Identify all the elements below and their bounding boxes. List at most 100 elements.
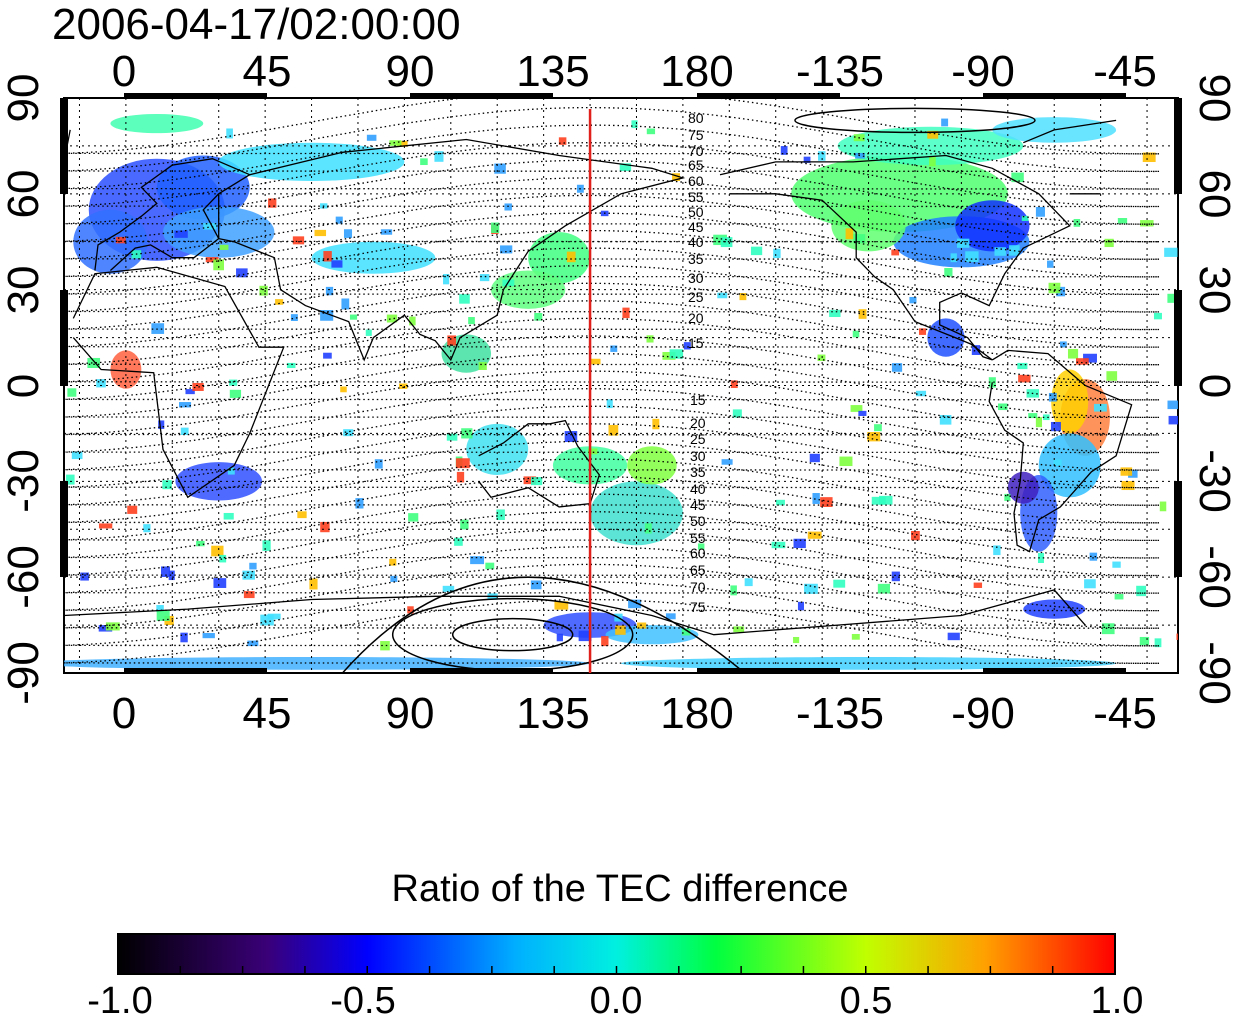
lat-tick-label-right: 90 [1190,74,1239,123]
contour-label: 75 [690,599,706,615]
coast-africa [72,266,285,499]
lon-tick-label-top: -45 [1093,47,1157,96]
tec-pixel [219,244,229,250]
contour-label: 15 [688,335,704,351]
tec-pixel [665,613,676,620]
tec-pixel [1117,218,1128,224]
magnetic-contour [64,370,1160,436]
frame-tick-bar [1174,290,1182,386]
tec-pixel [1004,493,1011,501]
lat-tick-label-right: -30 [1190,449,1239,513]
lon-tick-label-top: -135 [796,47,884,96]
tec-pixel [1159,501,1167,512]
contour-label: 50 [688,204,704,220]
tec-pixel [1089,552,1098,561]
tec-pixel [993,545,1001,556]
tec-region [627,446,677,485]
coast-asia [218,138,686,362]
tec-pixel [944,267,953,277]
contour-label: 55 [690,530,706,546]
colorbar-tick-label: 0.0 [589,980,643,1022]
tec-pixel [669,349,684,359]
lat-tick-label-left: -90 [0,641,48,705]
tec-pixel [793,636,800,644]
tec-pixel [213,259,225,271]
contour-label: 20 [688,310,704,326]
coastlines [64,119,1133,636]
tec-pixel [530,580,542,590]
tec-pixel [556,633,563,642]
lat-tick-label-right: 30 [1190,266,1239,315]
frame-tick-bar [1174,481,1182,577]
tec-pixel [105,622,120,631]
tec-pixel [1104,238,1114,248]
tec-pixel [219,554,227,563]
lat-tick-label-right: -60 [1190,545,1239,609]
tec-pixel [1121,481,1135,491]
lon-tick-label-bottom: 0 [112,689,136,738]
tec-pixel [87,357,101,369]
tec-pixel [366,134,377,141]
tec-pixel [713,234,727,246]
tec-pixel [179,402,192,408]
tec-pixel [158,420,165,429]
tec-pixel [1035,207,1045,217]
tec-pixel [323,352,332,359]
tec-pixel [1142,152,1156,163]
contour-label: 45 [690,497,706,513]
tec-pixel [67,388,77,397]
frame-tick-bar [410,93,553,99]
tec-pixel [915,390,927,397]
tec-pixel [646,335,654,343]
lat-tick-label-left: 60 [0,170,48,219]
tec-pixel [455,458,470,469]
tec-pixel [1153,312,1162,320]
lon-tick-label-bottom: -135 [796,689,884,738]
tec-pixel [390,575,398,582]
magnetic-contour [64,563,1160,629]
tec-pixel [672,173,681,181]
frame-tick-bar [697,668,840,674]
tec-pixel [331,260,343,268]
tec-pixel [911,530,920,541]
tec-pixel [386,314,398,323]
lon-tick-label-top: 0 [112,47,136,96]
tec-pixel [396,140,408,147]
tec-pixel [807,531,822,539]
contour-label: 40 [690,481,706,497]
tec-pixel [1176,633,1178,640]
tec-pixel [227,467,235,475]
tec-pixel [1017,362,1028,370]
contour-label: 40 [688,234,704,250]
magnetic-contour [64,440,1160,506]
tec-pixel [1021,215,1029,221]
tec-pixel [211,545,224,557]
tec-pixel [96,379,106,388]
tec-region [110,113,204,134]
tec-pixel [496,509,505,520]
map-title: 2006-04-17/02:00:00 [52,0,461,49]
frame-tick-bar [410,668,553,674]
tec-pixel [213,578,227,588]
tec-pixel [994,247,1006,256]
magnetic-contour [64,212,1160,278]
tec-pixel [773,248,781,259]
tec-pixel [628,599,642,609]
tec-pixel [500,245,513,254]
magnetic-contour [64,282,1160,348]
magnetic-contour [64,458,1160,524]
contour-label: 65 [690,562,706,578]
tec-pixel [341,298,350,310]
tec-region [605,625,699,645]
frame-tick-bar [697,93,840,99]
tec-pixel [1164,247,1178,257]
tec-pixel [267,613,281,620]
tec-pixel [809,453,820,463]
contour-label: 45 [688,219,704,235]
magnetic-contour [64,598,1160,665]
contour-label: 20 [690,415,706,431]
tec-pixel [578,630,592,642]
magnetic-contour [64,511,1160,577]
tec-pixel [156,605,164,612]
tec-pixel [851,633,860,640]
